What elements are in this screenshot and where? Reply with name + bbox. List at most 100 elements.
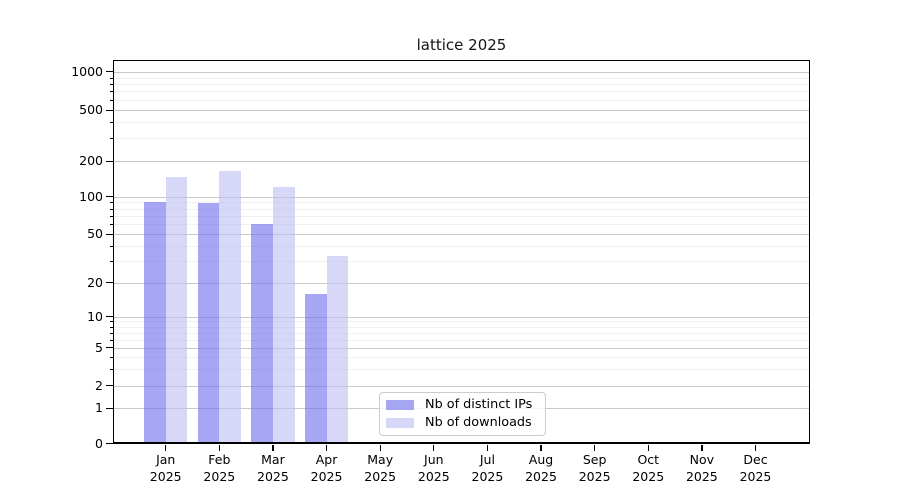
y-tick-mark	[106, 160, 113, 162]
x-tick-mark	[165, 444, 167, 451]
y-tick-label: 200	[79, 153, 103, 168]
y-tick-mark	[106, 443, 113, 445]
y-minor-tick-mark	[109, 321, 113, 323]
y-tick-mark	[106, 385, 113, 387]
gridline-minor	[113, 208, 810, 210]
gridline-major	[113, 196, 810, 198]
gridline-minor	[113, 339, 810, 341]
legend: Nb of distinct IPs Nb of downloads	[379, 392, 546, 436]
bar-downloads	[326, 256, 349, 443]
legend-label-distinct-ips: Nb of distinct IPs	[425, 397, 533, 412]
x-tick-label: Aug 2025	[525, 452, 557, 484]
y-tick-mark	[106, 316, 113, 318]
gridline-major	[113, 71, 810, 73]
gridline-minor	[113, 326, 810, 328]
y-tick-mark	[106, 407, 113, 409]
x-tick-label: Apr 2025	[310, 452, 343, 484]
x-tick-mark	[754, 444, 757, 451]
y-minor-tick-mark	[109, 215, 113, 217]
gridline-minor	[113, 138, 810, 140]
x-tick-mark	[325, 444, 328, 451]
gridline-minor	[113, 368, 810, 370]
y-minor-tick-mark	[109, 91, 113, 93]
gridline-minor	[113, 356, 810, 358]
plot-spine-bottom	[113, 442, 810, 444]
bar-downloads	[165, 176, 188, 443]
gridline-major	[113, 282, 810, 284]
x-tick-mark	[647, 444, 649, 451]
y-minor-tick-mark	[109, 99, 113, 101]
gridline-minor	[113, 202, 810, 204]
legend-swatch-downloads	[386, 418, 414, 428]
legend-item-downloads: Nb of downloads	[386, 416, 538, 430]
gridline-minor	[113, 91, 810, 93]
plot-spine-right	[808, 60, 810, 444]
plot-spine-left	[113, 60, 115, 444]
y-tick-mark	[106, 196, 113, 198]
gridline-major	[113, 234, 810, 235]
y-tick-mark	[106, 282, 113, 284]
x-tick-label: Mar 2025	[257, 452, 289, 484]
y-minor-tick-mark	[109, 202, 113, 204]
bar-distinct-ips	[197, 202, 220, 443]
gridline-minor	[113, 122, 810, 124]
y-tick-label: 0	[95, 435, 103, 451]
x-tick-label: Feb 2025	[203, 452, 236, 484]
legend-swatch-distinct-ips	[386, 400, 414, 410]
gridline-major	[113, 110, 810, 111]
y-tick-label: 2	[95, 377, 103, 393]
y-minor-tick-mark	[109, 368, 113, 370]
y-minor-tick-mark	[109, 339, 113, 341]
y-minor-tick-mark	[109, 84, 113, 86]
gridline-major	[113, 316, 810, 318]
x-tick-label: Jun 2025	[417, 452, 450, 484]
gridline-minor	[113, 321, 810, 323]
y-minor-tick-mark	[109, 261, 113, 263]
y-tick-mark	[106, 71, 113, 73]
plot-area	[113, 60, 810, 444]
x-tick-label: Jan 2025	[149, 452, 182, 484]
gridline-major	[113, 347, 810, 349]
gridline-minor	[113, 245, 810, 247]
y-minor-tick-mark	[109, 224, 113, 226]
gridline-minor	[113, 77, 810, 79]
x-tick-mark	[701, 444, 703, 451]
y-tick-label: 1	[95, 400, 103, 415]
y-minor-tick-mark	[109, 356, 113, 358]
y-tick-mark	[106, 347, 113, 349]
gridline-major	[113, 385, 810, 387]
legend-item-distinct-ips: Nb of distinct IPs	[386, 398, 538, 412]
x-tick-mark	[593, 444, 596, 451]
x-tick-mark	[433, 444, 435, 451]
y-tick-label: 50	[87, 226, 103, 241]
y-minor-tick-mark	[109, 208, 113, 210]
bar-downloads	[219, 171, 242, 443]
y-minor-tick-mark	[109, 138, 113, 140]
x-tick-label: Sep 2025	[578, 452, 611, 484]
y-minor-tick-mark	[109, 326, 113, 328]
y-tick-mark	[106, 109, 113, 111]
gridline-minor	[113, 261, 810, 263]
x-tick-mark	[218, 444, 220, 451]
x-tick-label: Dec 2025	[739, 452, 772, 484]
y-tick-mark	[106, 233, 113, 235]
y-minor-tick-mark	[109, 122, 113, 124]
gridline-minor	[113, 99, 810, 101]
x-tick-mark	[272, 444, 274, 451]
bar-downloads	[272, 187, 295, 443]
y-minor-tick-mark	[109, 245, 113, 247]
y-tick-label: 1000	[71, 63, 103, 79]
y-tick-label: 5	[95, 339, 103, 355]
gridline-minor	[113, 224, 810, 226]
chart-title: lattice 2025	[416, 36, 507, 54]
bar-distinct-ips	[304, 293, 327, 443]
y-minor-tick-mark	[109, 332, 113, 334]
bar-distinct-ips	[144, 201, 166, 443]
x-tick-mark	[486, 444, 489, 451]
legend-label-downloads: Nb of downloads	[425, 415, 532, 430]
gridline-minor	[113, 332, 810, 334]
x-tick-label: May 2025	[364, 452, 397, 484]
x-tick-label: Jul 2025	[471, 452, 504, 484]
gridline-minor	[113, 84, 810, 86]
y-tick-label: 500	[79, 102, 103, 117]
